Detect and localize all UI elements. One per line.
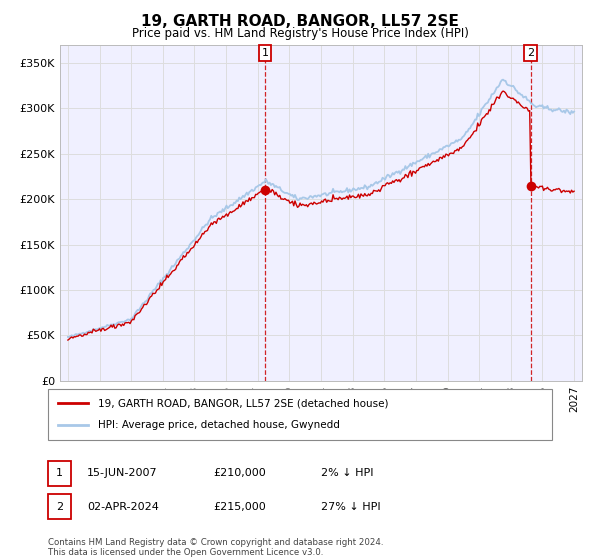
Text: £210,000: £210,000 (213, 468, 266, 478)
Text: 1: 1 (56, 468, 63, 478)
Text: 1: 1 (262, 48, 268, 58)
Text: £215,000: £215,000 (213, 502, 266, 512)
Text: Contains HM Land Registry data © Crown copyright and database right 2024.
This d: Contains HM Land Registry data © Crown c… (48, 538, 383, 557)
Text: 27% ↓ HPI: 27% ↓ HPI (321, 502, 380, 512)
FancyBboxPatch shape (48, 389, 552, 440)
Text: 15-JUN-2007: 15-JUN-2007 (87, 468, 158, 478)
Text: Price paid vs. HM Land Registry's House Price Index (HPI): Price paid vs. HM Land Registry's House … (131, 27, 469, 40)
Text: 19, GARTH ROAD, BANGOR, LL57 2SE: 19, GARTH ROAD, BANGOR, LL57 2SE (141, 14, 459, 29)
Text: 19, GARTH ROAD, BANGOR, LL57 2SE (detached house): 19, GARTH ROAD, BANGOR, LL57 2SE (detach… (98, 398, 389, 408)
Text: 02-APR-2024: 02-APR-2024 (87, 502, 159, 512)
Text: HPI: Average price, detached house, Gwynedd: HPI: Average price, detached house, Gwyn… (98, 421, 340, 431)
Text: 2% ↓ HPI: 2% ↓ HPI (321, 468, 373, 478)
Text: 2: 2 (56, 502, 63, 512)
Text: 2: 2 (527, 48, 534, 58)
